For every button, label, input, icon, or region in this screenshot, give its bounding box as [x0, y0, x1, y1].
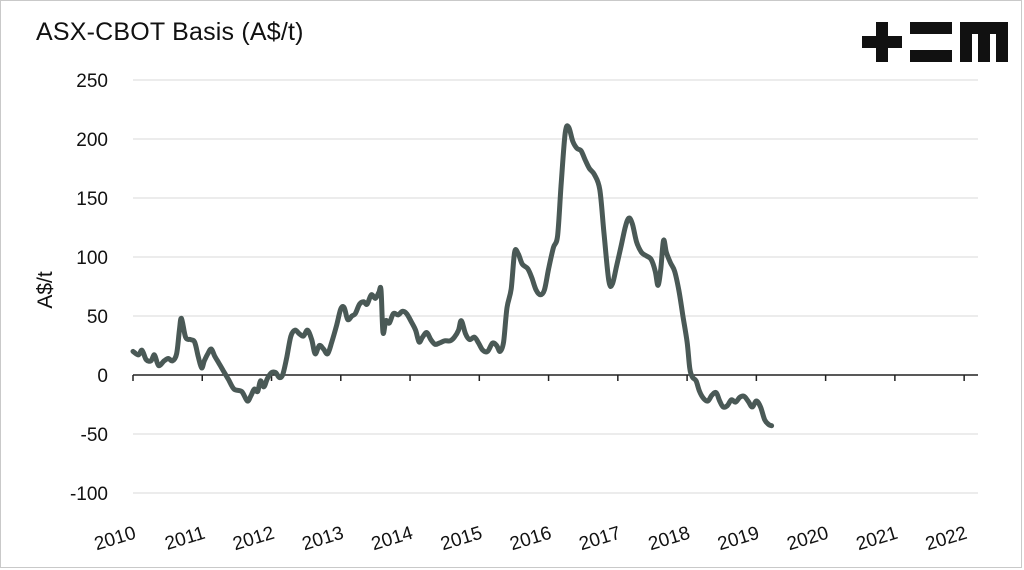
y-tick-label: 100 [76, 248, 108, 269]
chart-title: ASX-CBOT Basis (A$/t) [36, 18, 304, 46]
x-tick-label: 2021 [854, 523, 901, 555]
gridlines [133, 79, 978, 494]
y-tick-label: 150 [76, 189, 108, 210]
x-tick-label: 2011 [163, 523, 208, 555]
x-axis: 2010 2011 2012 2013 2014 2015 2016 2017 2018 2019… [92, 374, 978, 556]
x-tick-label: 2018 [646, 523, 693, 555]
x-tick-label: 2014 [369, 523, 416, 556]
series-line [130, 123, 775, 429]
y-tick-label: 250 [76, 71, 108, 92]
x-tick-label: 2017 [577, 523, 624, 555]
y-tick-label: -50 [81, 425, 108, 446]
y-tick-label: 50 [87, 307, 108, 328]
y-axis-title: A$/t [34, 271, 57, 309]
x-tick-label: 2016 [507, 523, 554, 555]
y-tick-label: 0 [97, 366, 108, 387]
series [130, 123, 775, 429]
x-tick-label: 2019 [715, 523, 762, 555]
x-tick-label: 2012 [230, 523, 277, 555]
x-tick-label: 2020 [785, 523, 832, 555]
tem-logo [862, 22, 1008, 62]
y-tick-label: 200 [76, 130, 108, 151]
x-tick-label: 2013 [300, 523, 347, 555]
y-axis: 250 200 150 100 50 0 -50 -100 [70, 71, 108, 505]
y-tick-label: -100 [70, 484, 108, 505]
x-tick-label: 2015 [438, 523, 485, 555]
x-tick-label: 2022 [923, 523, 970, 555]
x-tick-label: 2010 [92, 523, 139, 555]
